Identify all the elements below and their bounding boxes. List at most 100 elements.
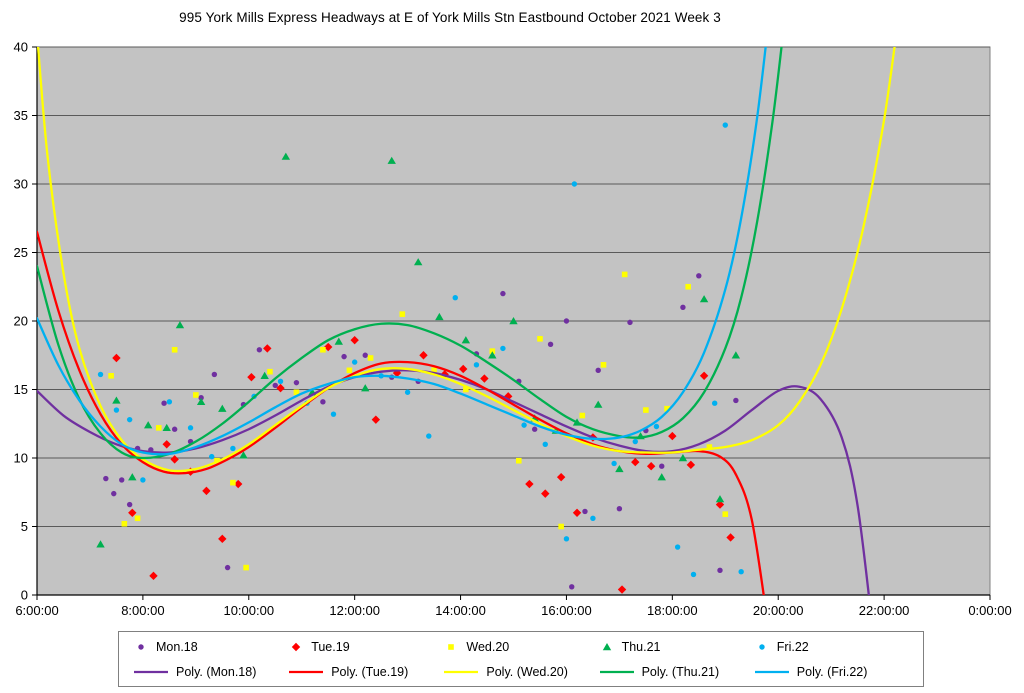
scatter-point — [272, 382, 278, 389]
scatter-point — [696, 273, 702, 279]
scatter-point — [247, 372, 256, 382]
scatter-point — [202, 486, 211, 496]
scatter-point — [230, 479, 236, 486]
scatter-point — [500, 290, 506, 297]
legend-item-wed-20[interactable]: Wed.20 — [443, 640, 598, 654]
scatter-point — [155, 425, 162, 431]
x-axis-tick-label: 0:00:00 — [968, 603, 1011, 618]
legend-label: Tue.19 — [311, 639, 350, 654]
scatter-point — [426, 433, 432, 439]
scatter-point — [166, 399, 173, 405]
scatter-point — [699, 371, 709, 380]
scatter-point — [239, 451, 248, 459]
legend-label: Poly. (Mon.18) — [176, 664, 257, 679]
scatter-point — [488, 351, 497, 359]
scatter-point — [590, 515, 596, 521]
legend-line-swatch — [289, 670, 324, 673]
legend-item-poly-mon-18-[interactable]: Poly. (Mon.18) — [133, 665, 288, 679]
scatter-point — [111, 490, 117, 497]
scatter-point — [149, 571, 158, 581]
scatter-point — [175, 321, 185, 329]
legend-item-tue-19[interactable]: Tue.19 — [288, 640, 443, 654]
scatter-point — [119, 477, 125, 483]
x-axis-tick-label: 10:00:00 — [223, 603, 274, 618]
scatter-point — [435, 312, 444, 321]
scatter-point — [218, 404, 227, 412]
scatter-point — [291, 642, 301, 651]
scatter-point — [547, 341, 554, 347]
scatter-point — [263, 344, 272, 353]
scatter-point — [686, 460, 696, 470]
x-axis-tick-label: 14:00:00 — [435, 603, 486, 618]
scatter-point — [143, 421, 153, 429]
scatter-point — [121, 520, 128, 527]
scatter-point — [243, 564, 249, 571]
scatter-point — [711, 400, 718, 406]
trendline-poly-thu-21- — [37, 47, 783, 460]
scatter-point — [452, 295, 458, 301]
chart-title: 995 York Mills Express Headways at E of … — [179, 10, 721, 25]
scatter-point — [600, 362, 607, 368]
legend-label: Poly. (Tue.19) — [331, 664, 409, 679]
scatter-point — [717, 567, 723, 574]
scatter-point — [187, 425, 194, 431]
scatter-point — [678, 454, 688, 462]
scatter-point — [627, 319, 633, 326]
x-axis-tick-label: 8:00:00 — [121, 603, 164, 618]
scatter-point — [276, 383, 285, 393]
legend-item-fri-22[interactable]: Fri.22 — [754, 640, 909, 654]
scatter-point — [431, 367, 437, 374]
legend-marker-icon — [602, 642, 611, 650]
scatter-point — [108, 373, 114, 379]
scatter-point — [631, 457, 640, 467]
scatter-point — [509, 317, 518, 325]
scatter-point — [582, 508, 588, 515]
scatter-point — [653, 423, 660, 430]
scatter-point — [515, 457, 522, 464]
scatter-point — [738, 569, 744, 575]
scatter-point — [140, 477, 146, 483]
legend-line-swatch — [134, 670, 168, 673]
scatter-point — [556, 472, 566, 482]
scatter-point — [334, 337, 343, 345]
scatter-point — [277, 378, 284, 384]
scatter-point — [162, 423, 171, 432]
y-axis-tick-label: 40 — [14, 40, 28, 55]
scatter-point — [461, 336, 471, 344]
scatter-point — [161, 400, 167, 406]
scatter-point — [367, 355, 374, 361]
scatter-point — [293, 379, 300, 386]
legend-item-poly-thu-21-[interactable]: Poly. (Thu.21) — [599, 665, 754, 679]
legend-line-swatch — [599, 670, 634, 673]
scatter-point — [646, 462, 656, 471]
scatter-point — [404, 389, 411, 395]
scatter-point — [525, 479, 534, 489]
legend-marker-icon — [448, 643, 455, 650]
scatter-point — [361, 384, 370, 392]
scatter-point — [643, 407, 649, 413]
scatter-point — [96, 540, 105, 548]
scatter-point — [224, 564, 231, 571]
legend-item-mon-18[interactable]: Mon.18 — [133, 640, 288, 654]
scatter-point — [419, 351, 428, 360]
legend-item-thu-21[interactable]: Thu.21 — [599, 640, 754, 654]
legend-item-poly-fri-22-[interactable]: Poly. (Fri.22) — [754, 665, 909, 679]
legend-item-poly-tue-19-[interactable]: Poly. (Tue.19) — [288, 665, 443, 679]
scatter-point — [657, 473, 666, 481]
scatter-point — [563, 318, 570, 324]
legend-label: Poly. (Thu.21) — [641, 664, 720, 679]
y-axis-tick-label: 10 — [14, 451, 28, 466]
scatter-point — [103, 475, 109, 482]
scatter-point — [138, 643, 144, 650]
scatter-point — [489, 348, 496, 354]
legend-line-swatch — [754, 670, 789, 673]
scatter-point — [350, 335, 359, 345]
y-axis-tick-label: 25 — [14, 245, 28, 260]
legend-label: Poly. (Wed.20) — [486, 664, 568, 679]
chart-legend: Mon.18 Tue.19 Wed.20 Thu.21 Fri.22 Poly. (Mon… — [118, 631, 924, 687]
x-axis-tick-label: 18:00:00 — [647, 603, 698, 618]
legend-item-poly-wed-20-[interactable]: Poly. (Wed.20) — [443, 665, 598, 679]
scatter-point — [267, 368, 273, 375]
scatter-point — [706, 444, 713, 450]
scatter-point — [595, 367, 601, 374]
